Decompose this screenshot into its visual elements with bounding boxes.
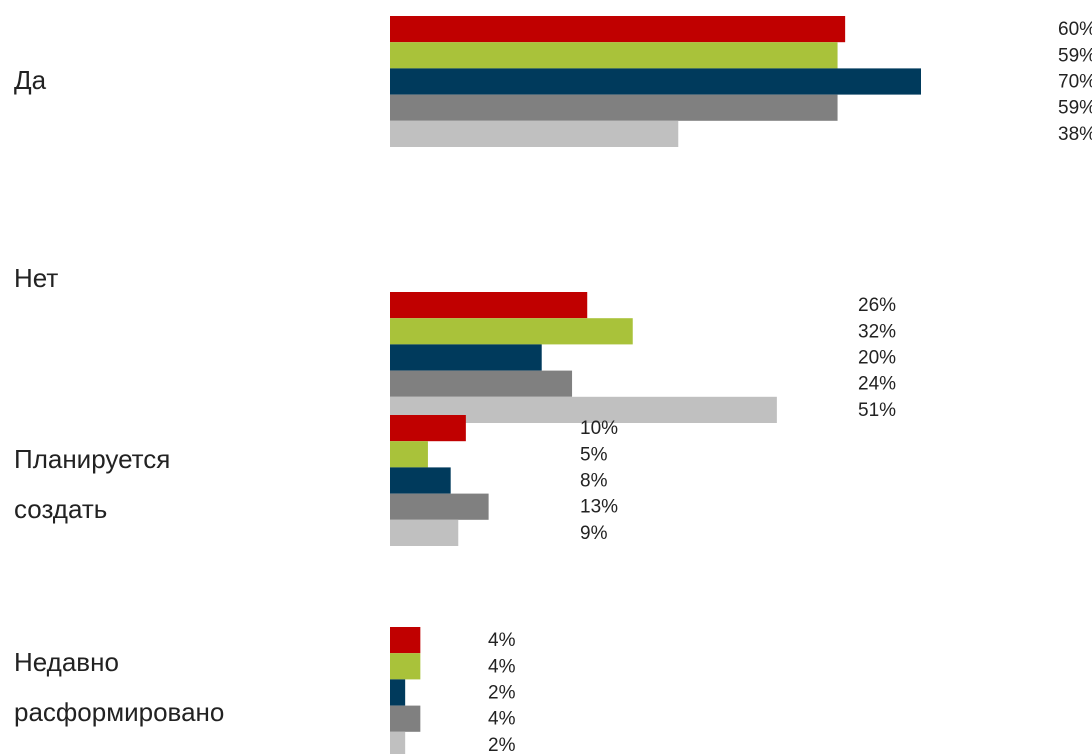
bar bbox=[390, 292, 588, 319]
bar bbox=[390, 318, 633, 345]
value-label: 38% bbox=[1058, 124, 1092, 145]
bar bbox=[390, 42, 838, 69]
value-label: 59% bbox=[1058, 98, 1092, 119]
value-label: 60% bbox=[1058, 19, 1092, 40]
bar bbox=[390, 627, 421, 654]
bar bbox=[390, 94, 838, 121]
category-label: Нет bbox=[14, 263, 58, 293]
bar bbox=[390, 370, 573, 397]
value-label: 59% bbox=[1058, 45, 1092, 66]
category-label: Да bbox=[14, 65, 47, 95]
value-label: 8% bbox=[580, 471, 608, 492]
bar bbox=[390, 679, 406, 706]
value-label: 51% bbox=[858, 400, 896, 421]
bar bbox=[390, 120, 679, 147]
value-label: 4% bbox=[488, 630, 516, 651]
bar bbox=[390, 344, 542, 371]
value-label: 70% bbox=[1058, 72, 1092, 93]
bar bbox=[390, 705, 421, 732]
value-label: 4% bbox=[488, 656, 516, 677]
value-label: 32% bbox=[858, 321, 896, 342]
value-label: 13% bbox=[580, 497, 618, 518]
value-label: 26% bbox=[858, 295, 896, 316]
bar bbox=[390, 519, 459, 546]
bar bbox=[390, 653, 421, 680]
category-label: Планируется создать bbox=[14, 444, 170, 524]
value-label: 2% bbox=[488, 683, 516, 704]
value-label: 9% bbox=[580, 523, 608, 544]
bar bbox=[390, 493, 489, 520]
value-label: 20% bbox=[858, 348, 896, 369]
bar bbox=[390, 68, 921, 95]
bar bbox=[390, 467, 451, 494]
category-label: Недавно расформировано bbox=[14, 647, 224, 727]
value-label: 2% bbox=[488, 735, 516, 754]
value-label: 5% bbox=[580, 444, 608, 465]
value-label: 10% bbox=[580, 418, 618, 439]
bar bbox=[390, 441, 428, 468]
bar bbox=[390, 731, 406, 754]
bar bbox=[390, 415, 466, 442]
value-label: 24% bbox=[858, 374, 896, 395]
value-label: 4% bbox=[488, 709, 516, 730]
bar bbox=[390, 16, 846, 43]
